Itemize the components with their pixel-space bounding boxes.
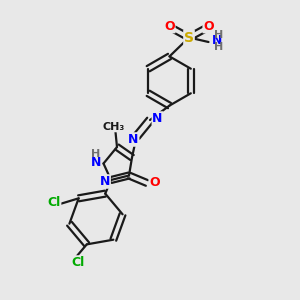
Text: N: N [91, 155, 101, 169]
Text: H: H [214, 41, 224, 52]
Text: H: H [92, 149, 100, 159]
Text: N: N [100, 175, 110, 188]
Text: N: N [152, 112, 163, 125]
Text: Cl: Cl [47, 196, 61, 209]
Text: O: O [203, 20, 214, 33]
Text: Cl: Cl [71, 256, 85, 269]
Text: N: N [128, 133, 139, 146]
Text: CH₃: CH₃ [103, 122, 125, 132]
Text: S: S [184, 31, 194, 44]
Text: O: O [164, 20, 175, 33]
Text: O: O [149, 176, 160, 190]
Text: H: H [214, 29, 224, 40]
Text: N: N [212, 34, 222, 47]
